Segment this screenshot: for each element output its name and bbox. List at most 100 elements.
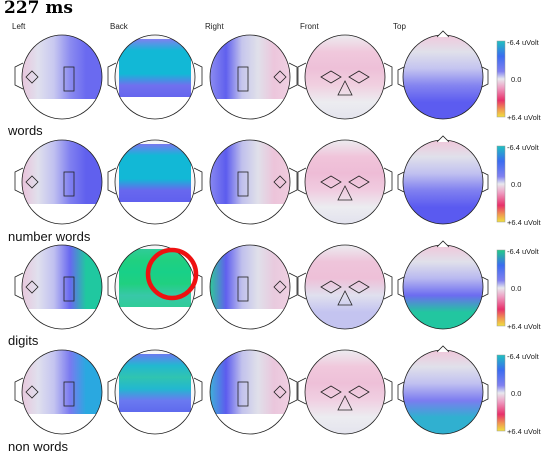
ear-right-icon	[383, 62, 393, 90]
head-outline	[114, 34, 196, 120]
ear-right-icon	[383, 272, 393, 300]
scalp-map-top	[397, 135, 489, 225]
scalp-map-back	[107, 139, 203, 225]
eye-icon	[25, 175, 39, 189]
ear-right-icon	[193, 167, 203, 195]
eye-icon	[25, 70, 39, 84]
condition-label-words: words	[8, 123, 43, 138]
eye-right-icon	[348, 175, 370, 189]
ear-icon	[14, 377, 24, 405]
colorbar-gradient	[496, 40, 506, 118]
view-label-top: Top	[393, 22, 406, 31]
eye-right-icon	[348, 385, 370, 399]
scalp-map-left	[14, 244, 103, 330]
colorbar-bottom-label: +6.4 uVolt	[507, 113, 541, 122]
colorbar-bottom-label: +6.4 uVolt	[507, 427, 541, 436]
condition-label-non-words: non words	[8, 439, 68, 454]
eye-left-icon	[320, 385, 342, 399]
ear-right-icon	[383, 377, 393, 405]
head-outline	[209, 139, 291, 225]
head-outline	[114, 244, 196, 330]
colorbar-mid-label: 0.0	[511, 389, 521, 398]
colorbar: -6.4 uVolt 0.0 +6.4 uVolt	[496, 143, 541, 227]
ear-icon	[288, 272, 298, 300]
view-label-back: Back	[110, 22, 128, 31]
scalp-map-back	[107, 244, 203, 330]
head-outline	[304, 244, 386, 330]
scalp-map-right	[209, 139, 298, 225]
colorbar-mid-label: 0.0	[511, 75, 521, 84]
ear-left-icon	[107, 272, 117, 300]
condition-label-digits: digits	[8, 333, 39, 348]
ear-left-icon	[107, 377, 117, 405]
nose-icon	[337, 395, 353, 411]
scalp-map-front	[297, 34, 393, 120]
ear-left-icon	[397, 276, 405, 298]
head-outline	[114, 349, 196, 435]
ear-right-icon	[481, 66, 489, 88]
nose-icon	[436, 240, 450, 248]
ear-left-icon	[397, 66, 405, 88]
scalp-map-back	[107, 349, 203, 435]
scalp-map-right	[209, 349, 298, 435]
ear-left-icon	[297, 377, 307, 405]
ear-canal-icon	[237, 66, 249, 92]
ear-left-icon	[397, 381, 405, 403]
nose-icon	[337, 290, 353, 306]
colorbar-mid-label: 0.0	[511, 284, 521, 293]
head-outline	[209, 34, 291, 120]
ear-right-icon	[481, 381, 489, 403]
condition-label-number-words: number words	[8, 229, 91, 244]
ear-left-icon	[297, 62, 307, 90]
eye-left-icon	[320, 70, 342, 84]
ear-right-icon	[193, 377, 203, 405]
head-outline	[209, 244, 291, 330]
nose-icon	[436, 30, 450, 38]
scalp-map-front	[297, 349, 393, 435]
colorbar: -6.4 uVolt 0.0 +6.4 uVolt	[496, 38, 541, 122]
scalp-map-top	[397, 240, 489, 330]
scalp-map-left	[14, 349, 103, 435]
scalp-map-left	[14, 34, 103, 120]
colorbar-gradient	[496, 249, 506, 327]
head-outline	[209, 349, 291, 435]
eye-left-icon	[320, 175, 342, 189]
eye-right-icon	[348, 280, 370, 294]
eye-icon	[25, 385, 39, 399]
view-label-front: Front	[300, 22, 319, 31]
ear-left-icon	[297, 272, 307, 300]
scalp-map-front	[297, 139, 393, 225]
head-outline	[304, 34, 386, 120]
ear-icon	[288, 62, 298, 90]
ear-canal-icon	[63, 276, 75, 302]
ear-canal-icon	[63, 381, 75, 407]
nose-icon	[337, 185, 353, 201]
colorbar-bottom-label: +6.4 uVolt	[507, 218, 541, 227]
ear-left-icon	[107, 167, 117, 195]
ear-icon	[14, 167, 24, 195]
head-outline	[21, 34, 103, 120]
colorbar-bottom-label: +6.4 uVolt	[507, 322, 541, 331]
highlight-circle	[145, 247, 199, 301]
colorbar-top-label: -6.4 uVolt	[507, 352, 540, 361]
eye-icon	[25, 280, 39, 294]
eye-right-icon	[348, 70, 370, 84]
head-outline	[114, 139, 196, 225]
ear-icon	[14, 62, 24, 90]
colorbar-gradient	[496, 145, 506, 223]
ear-canal-icon	[237, 276, 249, 302]
eye-icon	[273, 70, 287, 84]
head-outline	[304, 349, 386, 435]
ear-right-icon	[481, 276, 489, 298]
colorbar-top-label: -6.4 uVolt	[507, 143, 540, 152]
nose-icon	[436, 345, 450, 353]
ear-left-icon	[397, 171, 405, 193]
head-outline	[304, 139, 386, 225]
nose-icon	[436, 135, 450, 143]
ear-icon	[14, 272, 24, 300]
colorbar-mid-label: 0.0	[511, 180, 521, 189]
eye-left-icon	[320, 280, 342, 294]
ear-icon	[288, 167, 298, 195]
colorbar: -6.4 uVolt 0.0 +6.4 uVolt	[496, 247, 541, 331]
ear-right-icon	[481, 171, 489, 193]
